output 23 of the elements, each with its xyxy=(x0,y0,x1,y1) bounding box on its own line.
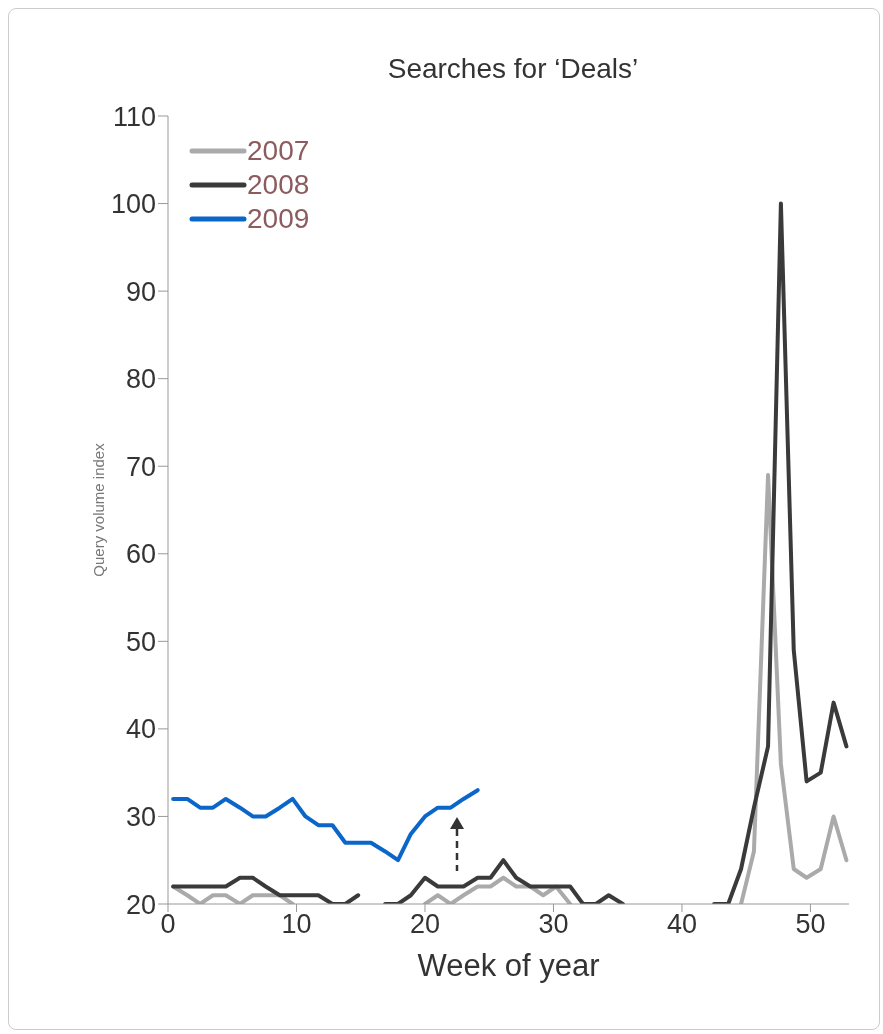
x-tick-label: 40 xyxy=(666,909,697,940)
y-axis-title: Query volume index xyxy=(90,442,108,577)
y-tick-label: 60 xyxy=(125,539,156,570)
x-tick-label: 30 xyxy=(538,909,569,940)
legend-label: 2007 xyxy=(247,134,310,168)
x-tick-label: 0 xyxy=(160,909,176,940)
x-tick-label: 50 xyxy=(795,909,826,940)
y-tick-label: 70 xyxy=(125,451,156,482)
y-tick-label: 110 xyxy=(112,101,156,132)
y-tick-label: 50 xyxy=(125,626,156,657)
x-axis-title: Week of year xyxy=(417,948,600,983)
x-tick-label: 20 xyxy=(409,909,440,940)
y-tick-label: 20 xyxy=(125,889,156,920)
line-series xyxy=(171,788,480,863)
chart-title: Searches for ‘Deals’ xyxy=(386,53,640,85)
y-tick-label: 40 xyxy=(125,714,156,745)
legend-label: 2009 xyxy=(247,202,310,236)
y-tick-label: 80 xyxy=(125,364,156,395)
y-tick-label: 90 xyxy=(125,276,156,307)
y-tick-label: 100 xyxy=(110,189,156,220)
y-tick-label: 30 xyxy=(125,802,156,833)
legend-label: 2008 xyxy=(247,168,310,202)
x-tick-label: 10 xyxy=(281,909,312,940)
